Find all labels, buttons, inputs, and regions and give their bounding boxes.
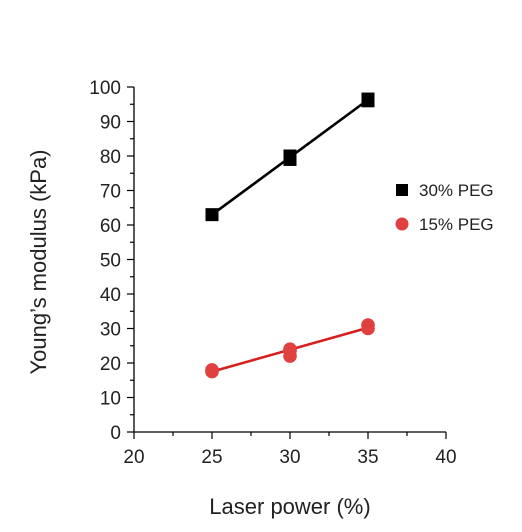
data-point-circle	[361, 318, 375, 332]
y-tick-label: 10	[100, 389, 121, 410]
y-tick-label: 30	[100, 320, 121, 341]
legend-label: 15% PEG	[419, 215, 494, 234]
y-tick-label: 0	[110, 423, 121, 444]
y-tick-label: 50	[100, 251, 121, 272]
y-axis-title: Young’s modulus (kPa)	[26, 149, 51, 374]
data-point-square	[283, 149, 297, 163]
y-tick-label: 40	[100, 285, 121, 306]
data-point-circle	[205, 363, 219, 377]
y-tick-label: 20	[100, 354, 121, 375]
y-ticks: 0 10 20 30 40 50 60 70 80 90 100	[89, 78, 134, 444]
legend-marker-square	[396, 184, 408, 196]
x-tick-label: 20	[123, 447, 144, 468]
x-tick-label: 35	[357, 447, 378, 468]
y-tick-label: 60	[100, 216, 121, 237]
data-point-circle	[283, 342, 297, 357]
x-tick-label: 40	[435, 447, 456, 468]
y-tick-label: 100	[89, 78, 121, 99]
y-tick-label: 80	[100, 147, 121, 168]
data-point-square	[205, 208, 219, 222]
data-points	[205, 92, 375, 379]
fit-lines	[211, 98, 369, 373]
axes	[133, 87, 446, 433]
x-axis-title: Laser power (%)	[209, 494, 370, 519]
legend-label: 30% PEG	[419, 181, 494, 200]
legend-marker-circle	[395, 217, 409, 231]
x-tick-label: 30	[279, 447, 300, 468]
y-tick-label: 90	[100, 113, 121, 134]
data-point-square	[361, 92, 375, 106]
x-ticks: 20 25 30 35 40	[123, 432, 457, 468]
x-tick-label: 25	[201, 447, 222, 468]
legend: 30% PEG 15% PEG	[395, 181, 494, 234]
y-tick-label: 70	[100, 182, 121, 203]
